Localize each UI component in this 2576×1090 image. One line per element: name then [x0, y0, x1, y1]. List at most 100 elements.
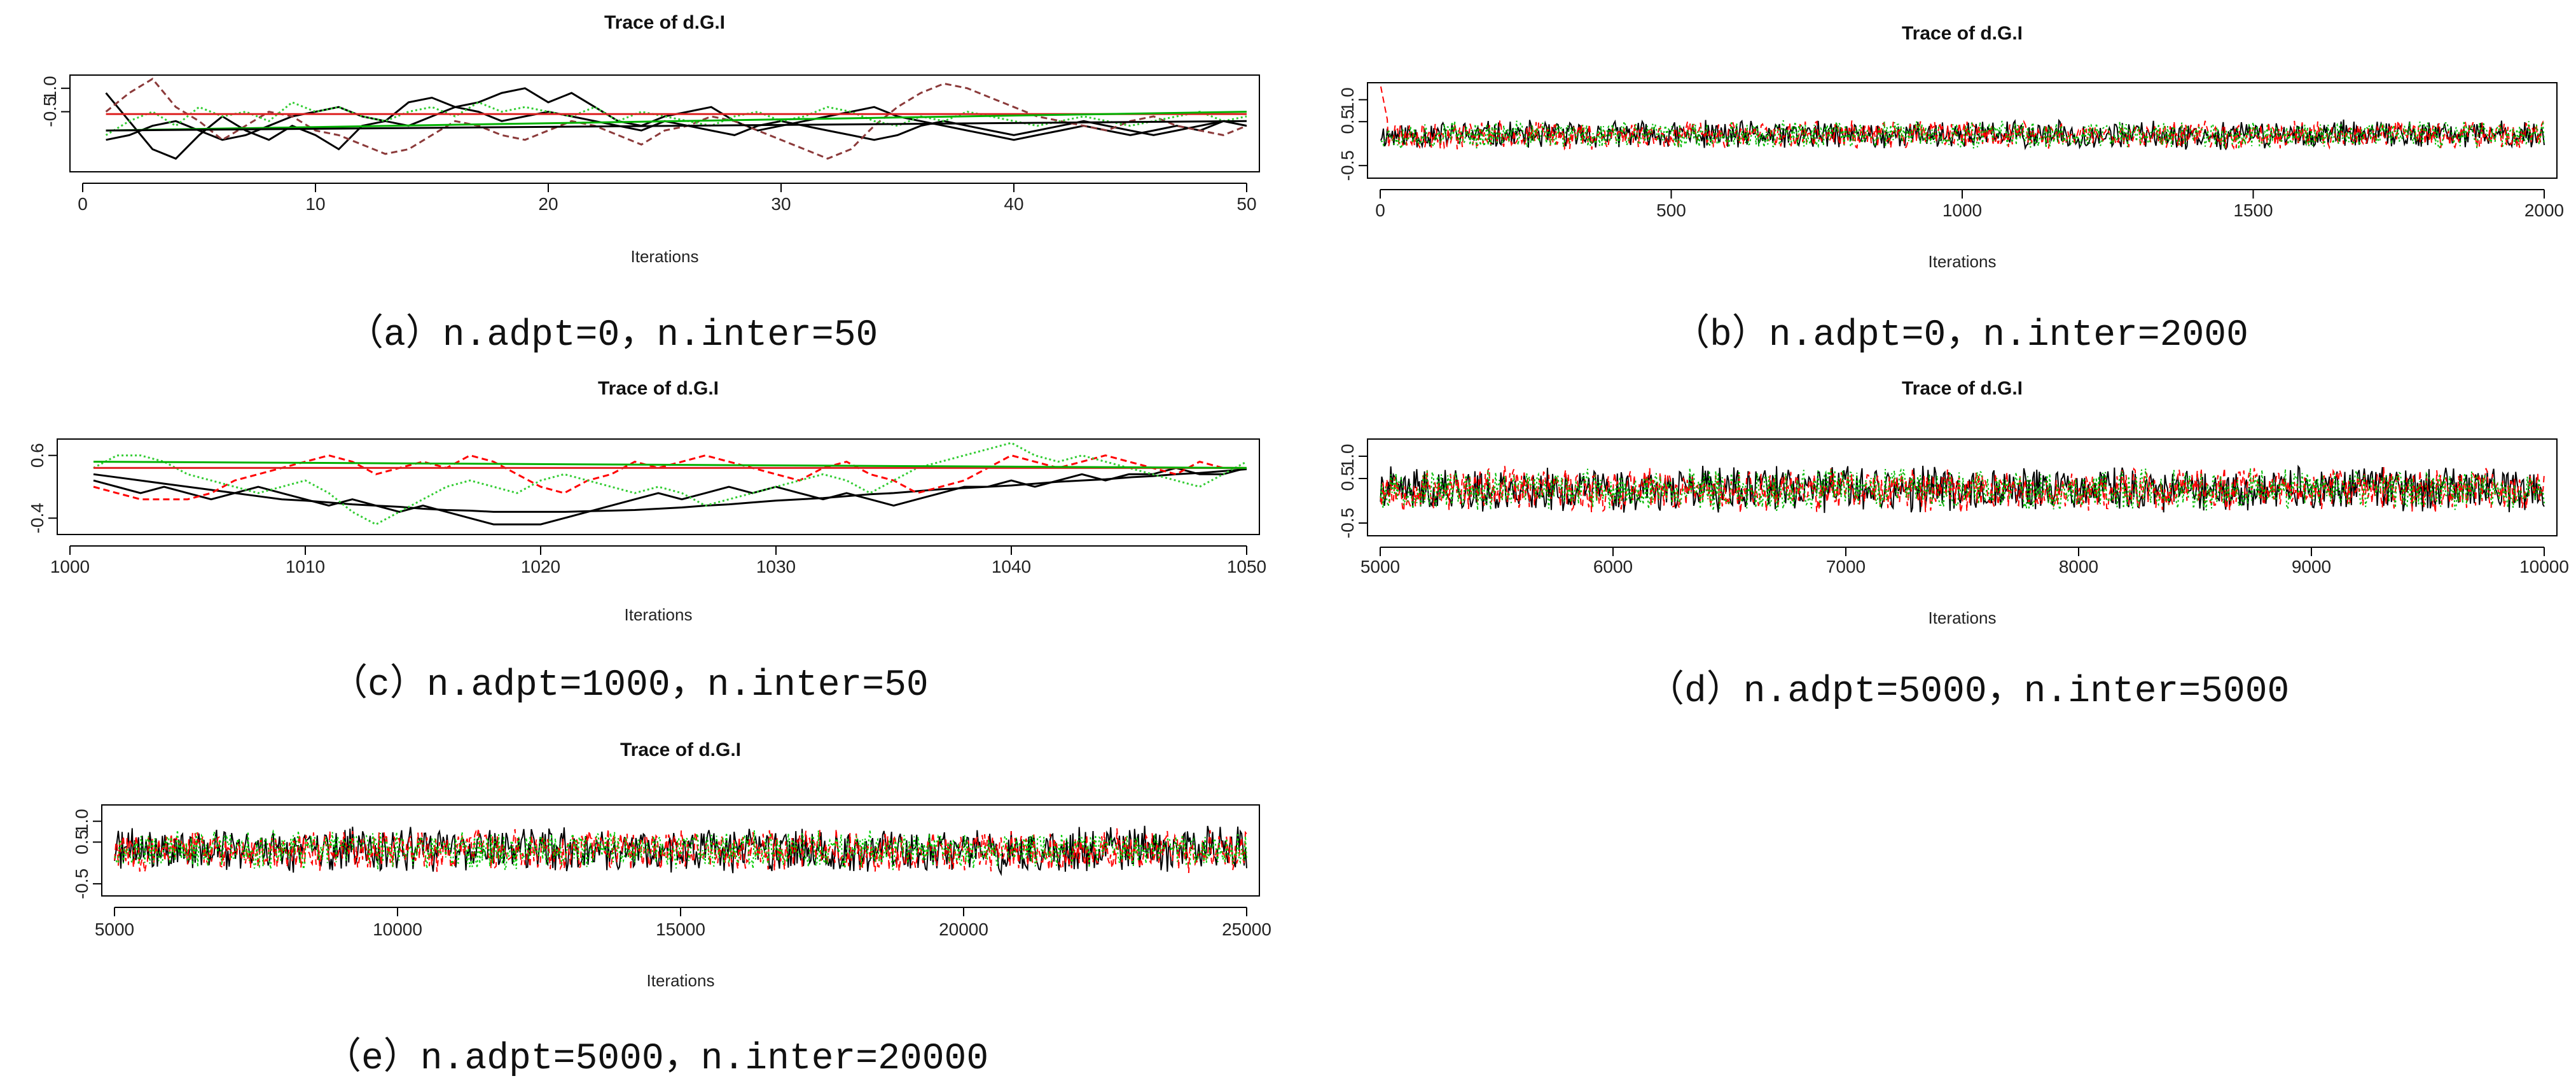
x-tick-label: 5000: [95, 919, 134, 939]
plot-area: [105, 78, 1247, 160]
y-tick-label: -0.4: [27, 503, 47, 533]
trace-plot-c: Trace of d.G.I 1000 1010 1020 1030 1040 1050 0.…: [0, 369, 1272, 643]
chart-title: Trace of d.G.I: [620, 739, 741, 760]
x-tick-label: 10000: [373, 919, 422, 939]
y-tick-label: -0.5: [40, 96, 60, 127]
x-tick-label: 6000: [1593, 557, 1633, 576]
trace-plot-e: Trace of d.G.I 5000 10000 15000 20000 25000 1.…: [0, 738, 1272, 1012]
caption-e: （e）n.adpt=5000，n.inter=20000: [324, 1038, 989, 1080]
x-axis: 0 500 1000 1500 2000: [1375, 189, 2564, 220]
caption-a: （a）n.adpt=0，n.inter=50: [347, 315, 878, 356]
chart-b-svg: Trace of d.G.I 0 500 1000 1500 2000 1.00.5 -0.5…: [1338, 23, 2564, 271]
x-tick-label: 15000: [656, 919, 705, 939]
chart-c-svg: Trace of d.G.I 1000 1010 1020 1030 1040 1050 0.…: [27, 378, 1266, 624]
series-line-2: [93, 468, 1247, 513]
x-tick-label: 5000: [1361, 557, 1400, 576]
series-line-3: [114, 829, 1247, 870]
y-tick-label: 1.0: [40, 76, 60, 101]
y-axis: 1.00.5 -0.5: [1338, 87, 1368, 181]
x-axis: 0 10 20 30 40 50: [78, 183, 1257, 214]
y-axis: 1.00.5 -0.5: [1338, 444, 1368, 538]
x-tick-label: 8000: [2059, 557, 2098, 576]
y-tick-label: -0.5: [1338, 508, 1357, 538]
plot-frame: [1367, 82, 2558, 179]
plot-frame: [101, 804, 1260, 897]
trace-plot-d: Trace of d.G.I 5000 6000 7000 8000 9000 10000 1…: [1298, 369, 2570, 643]
x-tick-label: 10000: [2519, 557, 2569, 576]
x-axis-label: Iterations: [1929, 252, 1997, 271]
y-tick-label: 0.5: [1338, 466, 1357, 491]
chart-a-svg: Trace of d.G.I 0 10 20 30 40 50 1.0-0.5 Iteratio…: [40, 12, 1260, 266]
series-line-1: [93, 466, 1247, 526]
x-tick-label: 1010: [286, 557, 325, 576]
plot-area: [1380, 465, 2545, 514]
chart-title: Trace of d.G.I: [604, 12, 725, 33]
y-tick-label: 1.0: [1338, 87, 1357, 112]
caption-b: （b）n.adpt=0，n.inter=2000: [1673, 315, 2248, 356]
chart-d-svg: Trace of d.G.I 5000 6000 7000 8000 9000 10000 1…: [1338, 378, 2569, 627]
x-tick-label: 1500: [2233, 200, 2273, 220]
series-line-6: [93, 461, 1247, 469]
series-line-4: [93, 442, 1247, 526]
x-tick-label: 0: [1375, 200, 1385, 220]
chart-title: Trace of d.G.I: [598, 378, 719, 399]
chart-title: Trace of d.G.I: [1902, 23, 2023, 44]
x-tick-label: 50: [1236, 194, 1256, 214]
chart-e-svg: Trace of d.G.I 5000 10000 15000 20000 25000 1.…: [72, 739, 1271, 990]
series-line-6: [106, 111, 1247, 132]
y-tick-label: -0.5: [72, 869, 92, 899]
caption-c: （c）n.adpt=1000，n.inter=50: [331, 665, 929, 706]
x-tick-label: 1020: [521, 557, 560, 576]
series-line-2: [1380, 86, 2545, 151]
y-tick-label: 1.0: [1338, 444, 1357, 469]
x-tick-label: 20000: [939, 919, 988, 939]
trace-plot-a: Trace of d.G.I 0 10 20 30 40 50 1.0 -0.5 Iteratio…: [0, 0, 1272, 274]
x-axis-label: Iterations: [631, 247, 699, 266]
y-tick-label: 1.0: [72, 809, 92, 834]
series-line-2: [114, 828, 1247, 873]
y-tick-label: 0.6: [27, 443, 47, 468]
y-axis: 1.0-0.5: [40, 76, 70, 127]
x-tick-label: 30: [771, 194, 791, 214]
x-tick-label: 25000: [1222, 919, 1271, 939]
x-tick-label: 1050: [1227, 557, 1266, 576]
series-line-4: [105, 101, 1247, 136]
x-tick-label: 10: [305, 194, 325, 214]
series-line-3: [1380, 468, 2545, 512]
x-tick-label: 0: [78, 194, 88, 214]
x-axis: 5000 10000 15000 20000 25000: [95, 907, 1271, 939]
y-axis: 1.00.5 -0.5: [72, 809, 102, 899]
x-axis: 1000 1010 1020 1030 1040 1050: [50, 545, 1266, 576]
x-axis-label: Iterations: [647, 971, 715, 990]
x-tick-label: 40: [1004, 194, 1023, 214]
plot-frame: [1367, 438, 2558, 536]
plot-frame: [57, 438, 1260, 535]
x-tick-label: 20: [538, 194, 558, 214]
x-tick-label: 9000: [2292, 557, 2331, 576]
plot-frame: [69, 74, 1260, 172]
series-line-7: [106, 120, 1247, 132]
plot-area: [93, 442, 1247, 526]
x-tick-label: 2000: [2524, 200, 2564, 220]
x-axis-label: Iterations: [625, 605, 693, 624]
plot-area: [114, 825, 1247, 877]
chart-title: Trace of d.G.I: [1902, 378, 2023, 399]
y-tick-label: -0.5: [1338, 150, 1357, 181]
x-axis: 5000 6000 7000 8000 9000 10000: [1361, 547, 2569, 576]
y-tick-label: 0.5: [1338, 109, 1357, 134]
y-axis: 0.6 -0.4: [27, 443, 57, 533]
caption-d: （d）n.adpt=5000，n.inter=5000: [1647, 671, 2290, 713]
x-tick-label: 500: [1656, 200, 1686, 220]
x-tick-label: 1000: [1942, 200, 1982, 220]
trace-plot-b: Trace of d.G.I 0 500 1000 1500 2000 1.0 0.5 -0.5…: [1298, 0, 2570, 274]
series-line-3: [105, 78, 1247, 160]
x-axis-label: Iterations: [1929, 608, 1997, 627]
x-tick-label: 7000: [1826, 557, 1866, 576]
x-tick-label: 1000: [50, 557, 90, 576]
series-line-2: [1380, 466, 2545, 514]
x-tick-label: 1030: [756, 557, 796, 576]
plot-area: [1380, 86, 2545, 151]
x-tick-label: 1040: [992, 557, 1031, 576]
y-tick-label: 0.5: [72, 830, 92, 855]
series-line-2: [106, 106, 1247, 141]
